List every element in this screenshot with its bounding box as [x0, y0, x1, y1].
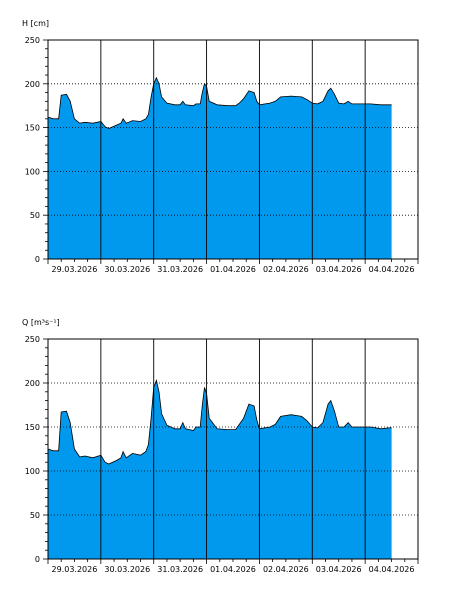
y-tick-label: 200	[25, 80, 40, 89]
y-tick-label: 50	[30, 211, 40, 220]
water-level-series-line	[47, 76, 392, 129]
discharge-area	[48, 380, 392, 559]
x-tick-label: 02.04.2026	[263, 265, 309, 274]
x-tick-label: 03.04.2026	[316, 565, 362, 574]
y-tick-label: 100	[25, 467, 40, 476]
x-tick-label: 31.03.2026	[157, 565, 203, 574]
x-tick-label: 01.04.2026	[210, 565, 256, 574]
x-tick-label: 03.04.2026	[316, 265, 362, 274]
y-tick-label: 0	[35, 255, 40, 264]
x-tick-label: 30.03.2026	[104, 265, 150, 274]
water-level-chart: 0 50 100 150 200 250 29.03.2026 30.03.2026 31.03…	[22, 19, 419, 274]
x-tick-label: 04.04.2026	[369, 265, 415, 274]
x-tick-label: 30.03.2026	[104, 565, 150, 574]
x-tick-label: 01.04.2026	[210, 265, 256, 274]
x-tick-label: 04.04.2026	[369, 565, 415, 574]
x-tick-label: 29.03.2026	[52, 565, 98, 574]
y-tick-label: 200	[25, 379, 40, 388]
discharge-y-axis-title: Q [m³s⁻¹]	[22, 318, 60, 327]
y-tick-label: 50	[30, 511, 40, 520]
y-tick-label: 250	[25, 335, 40, 344]
x-tick-label: 31.03.2026	[157, 265, 203, 274]
water-level-area	[48, 77, 392, 259]
discharge-series-line	[47, 379, 392, 465]
x-tick-label: 29.03.2026	[52, 265, 98, 274]
y-tick-label: 150	[25, 423, 40, 432]
discharge-chart: 0 50 100 150 200 250 29.03.2026 30.03.2026 31.03…	[22, 318, 419, 574]
y-tick-label: 0	[35, 555, 40, 564]
water-level-y-axis-title: H [cm]	[22, 19, 49, 28]
x-tick-label: 02.04.2026	[263, 565, 309, 574]
y-tick-label: 250	[25, 36, 40, 45]
y-tick-label: 150	[25, 124, 40, 133]
y-tick-label: 100	[25, 167, 40, 176]
